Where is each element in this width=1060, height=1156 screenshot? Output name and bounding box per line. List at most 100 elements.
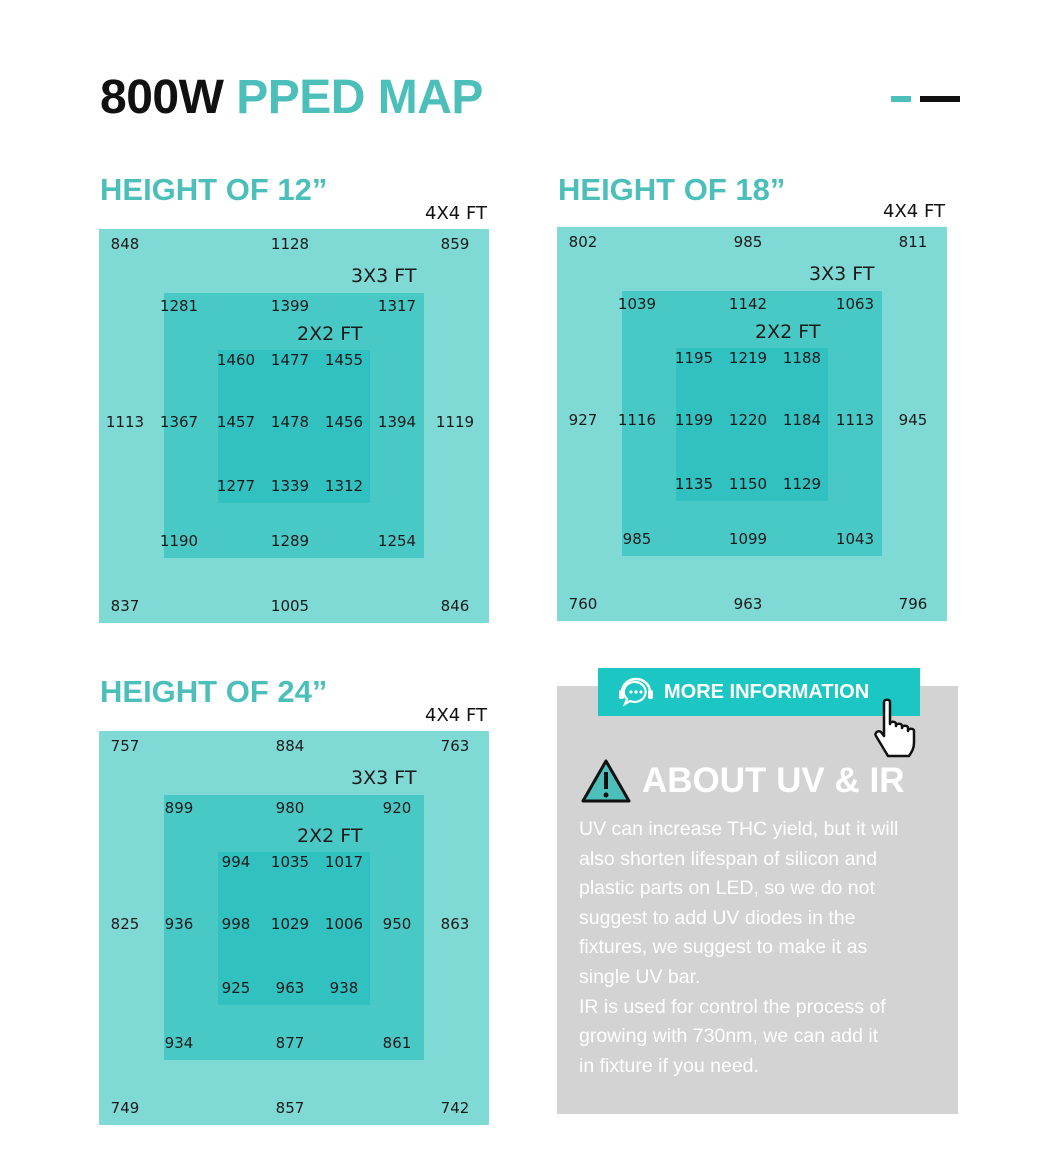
ppfd-value: 1195 [674,349,714,367]
ppfd-value: 998 [221,915,251,933]
mid-zone-label: 3X3 FT [809,263,875,285]
ppfd-value: 1457 [216,413,256,431]
decorative-dash-black [920,96,960,102]
outer-zone-label: 4X4 FT [425,203,487,224]
ppfd-value: 1135 [674,475,714,493]
ppfd-value: 757 [110,737,140,755]
ppfd-value: 1190 [159,532,199,550]
about-text-line: plastic parts on LED, so we do not [579,877,875,900]
info-panel [557,686,958,1114]
ppfd-value: 884 [275,737,305,755]
ppfd-value: 1277 [216,477,256,495]
outer-zone-label: 4X4 FT [883,201,945,222]
ppfd-value: 749 [110,1099,140,1117]
ppfd-value: 985 [622,530,652,548]
ppfd-value: 1113 [835,411,875,429]
ppfd-value: 857 [275,1099,305,1117]
ppfd-value: 861 [382,1034,412,1052]
ppfd-value: 846 [440,597,470,615]
ppfd-value: 760 [568,595,598,613]
about-uv-ir-heading: ABOUT UV & IR [580,758,905,804]
decorative-dash-teal [891,96,911,102]
more-information-label: MORE INFORMATION [664,680,870,703]
about-text-line: growing with 730nm, we can add it [579,1025,879,1048]
ppfd-value: 1184 [782,411,822,429]
ppfd-value: 859 [440,235,470,253]
ppfd-value: 1394 [377,413,417,431]
ppfd-value: 1129 [782,475,822,493]
ppfd-value: 811 [898,233,928,251]
about-text-line: IR is used for control the process of [579,995,886,1018]
ppfd-value: 1289 [270,532,310,550]
ppfd-value: 1116 [617,411,657,429]
ppfd-value: 802 [568,233,598,251]
ppfd-value: 980 [275,799,305,817]
ppfd-value: 934 [164,1034,194,1052]
ppfd-map: 3X3 FT 2X2 FT 848 1128 859 1281 1399 1317 1460 14… [99,229,489,623]
ppfd-value: 950 [382,915,412,933]
ppfd-value: 1455 [324,351,364,369]
ppfd-value: 1005 [270,597,310,615]
ppfd-value: 1035 [270,853,310,871]
ppfd-value: 1113 [105,413,145,431]
mid-zone-label: 3X3 FT [351,265,417,287]
inner-zone-label: 2X2 FT [297,825,363,847]
about-text-line: UV can increase THC yield, but it will [579,818,899,840]
zone-2x2 [676,348,828,501]
map-heading: HEIGHT OF 24” [100,674,328,709]
ppfd-value: 1128 [270,235,310,253]
ppfd-value: 985 [733,233,763,251]
about-text-line: also shorten lifespan of silicon and [579,847,878,870]
ppfd-value: 963 [733,595,763,613]
zone-2x2 [218,350,370,503]
title-prefix: 800W [100,71,224,124]
ppfd-value: 1017 [324,853,364,871]
ppfd-value: 1367 [159,413,199,431]
ppfd-value: 938 [329,979,359,997]
ppfd-value: 1312 [324,477,364,495]
ppfd-value: 920 [382,799,412,817]
inner-zone-label: 2X2 FT [297,323,363,345]
headset-chat-icon [619,677,653,707]
ppfd-value: 1199 [674,411,714,429]
ppfd-value: 763 [440,737,470,755]
hand-pointer-icon [874,698,916,758]
more-information-button[interactable]: MORE INFORMATION [598,668,920,716]
ppfd-value: 1119 [435,413,475,431]
ppfd-map: 3X3 FT 2X2 FT 802 985 811 1039 1142 1063 1195 121… [557,227,947,621]
warning-triangle-icon [581,759,631,803]
ppfd-value: 945 [898,411,928,429]
ppfd-value: 1399 [270,297,310,315]
ppfd-value: 1043 [835,530,875,548]
ppfd-value: 963 [275,979,305,997]
zone-2x2 [218,852,370,1005]
ppfd-value: 936 [164,915,194,933]
ppfd-value: 1220 [728,411,768,429]
ppfd-value: 1099 [728,530,768,548]
about-uv-ir-text: UV can increase THC yield, but it will al… [579,815,954,1081]
title-accent: PPED MAP [236,71,483,124]
ppfd-value: 1063 [835,295,875,313]
about-text-line: fixtures, we suggest to make it as [579,936,868,959]
about-heading-text: ABOUT UV & IR [642,761,905,800]
about-text-line: single UV bar. [579,965,701,988]
ppfd-value: 1254 [377,532,417,550]
map-heading: HEIGHT OF 12” [100,172,328,207]
ppfd-value: 1317 [377,297,417,315]
ppfd-value: 1460 [216,351,256,369]
ppfd-value: 927 [568,411,598,429]
ppfd-value: 1478 [270,413,310,431]
ppfd-value: 848 [110,235,140,253]
ppfd-value: 1029 [270,915,310,933]
mid-zone-label: 3X3 FT [351,767,417,789]
ppfd-value: 1339 [270,477,310,495]
ppfd-value: 742 [440,1099,470,1117]
page-title: 800W PPED MAP [100,70,483,125]
ppfd-value: 1150 [728,475,768,493]
ppfd-value: 899 [164,799,194,817]
ppfd-value: 1188 [782,349,822,367]
about-text-line: suggest to add UV diodes in the [579,906,856,929]
ppfd-map: 3X3 FT 2X2 FT 757 884 763 899 980 920 994 1035 101… [99,731,489,1125]
ppfd-value: 877 [275,1034,305,1052]
